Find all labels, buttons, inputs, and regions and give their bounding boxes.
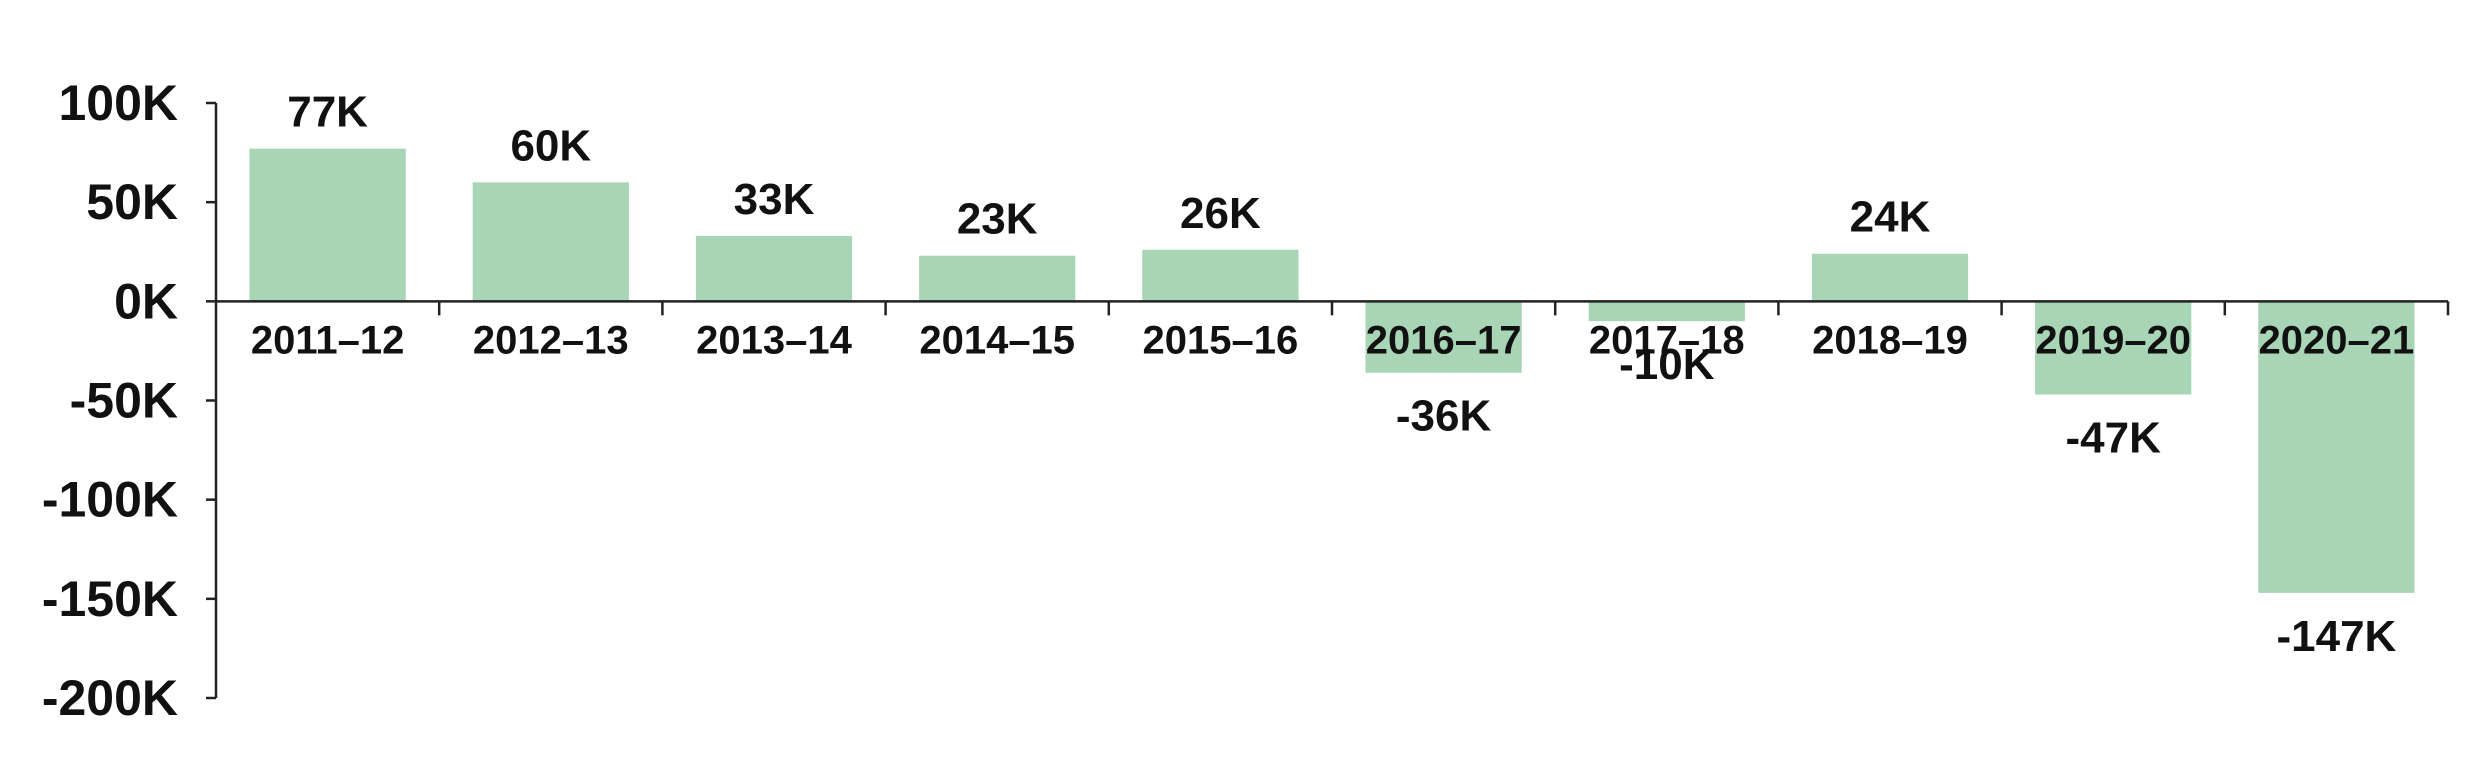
x-tick-label: 2017–18 [1589,318,1745,362]
data-label: 24K [1850,193,1931,242]
x-tick-label: 2011–12 [251,318,405,362]
data-label: 33K [734,175,815,224]
bar [695,235,853,302]
data-label: 23K [957,195,1038,244]
bar [249,148,406,302]
data-label: -36K [1396,392,1492,441]
y-tick-label: 50K [86,174,178,230]
bar [1142,249,1299,302]
y-tick-label: 0K [114,273,178,329]
x-tick-label: 2013–14 [696,318,852,362]
y-tick-label: -150K [42,571,178,627]
data-label: 77K [287,88,368,137]
x-axis: 2011–12 2012–13 2013–14 2014–15 2015–16 2016–… [216,300,2450,362]
x-tick-label: 2019–20 [2035,318,2191,362]
x-tick-label: 2015–16 [1143,318,1299,362]
bar [2035,301,2192,395]
y-tick-label: -200K [42,670,178,726]
x-tick-label: 2020–21 [2259,318,2415,362]
y-tick-label: -50K [70,373,178,429]
bar [1811,253,1969,302]
data-label: -147K [2276,612,2396,661]
y-tick-label: 100K [58,75,178,131]
data-label: 60K [510,121,591,170]
bar [472,182,629,302]
data-label: -10K [1619,340,1715,389]
bar [2258,301,2415,593]
data-labels: 77K 60K 33K 23K 26K -36K -10K 24K -47K -147K [287,88,2396,661]
x-tick-label: 2012–13 [473,318,629,362]
bar [1588,301,1745,322]
y-axis: 100K 50K 0K -50K -100K -150K -200K [42,75,218,726]
x-tick-label: 2014–15 [919,318,1075,362]
bar [1365,301,1522,373]
x-tick-label: 2016–17 [1366,318,1522,362]
bars [249,148,2415,593]
x-tick-label: 2018–19 [1812,318,1968,362]
data-label: 26K [1180,189,1261,238]
y-tick-label: -100K [42,472,178,528]
bar [919,255,1076,302]
data-label: -47K [2066,414,2162,463]
